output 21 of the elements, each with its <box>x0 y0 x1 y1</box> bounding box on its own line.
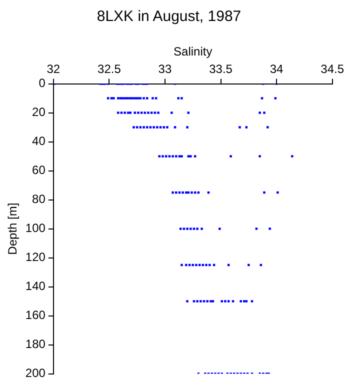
point <box>192 264 194 266</box>
x-tick-label: 34.5 <box>320 62 344 76</box>
x-tick-label: 33 <box>158 62 172 76</box>
x-tick-label: 32.5 <box>98 62 122 76</box>
y-tick-label: 140 <box>25 279 46 294</box>
y-tick-label: 0 <box>38 76 46 90</box>
y-tick-label: 120 <box>25 250 46 264</box>
y-tick-label: 180 <box>25 337 46 352</box>
x-tick-label: 33.5 <box>209 62 233 76</box>
y-axis-title: Depth [m] <box>6 202 20 255</box>
y-tick-label: 60 <box>32 163 46 178</box>
y-tick-label: 200 <box>25 366 46 380</box>
y-tick-label: 160 <box>25 308 46 322</box>
y-tick-label: 40 <box>32 134 46 148</box>
x-tick-label: 34 <box>270 62 284 76</box>
y-tick-label: 20 <box>32 105 46 120</box>
x-tick-label: 32 <box>46 62 60 76</box>
y-tick-label: 80 <box>32 192 46 206</box>
y-tick-label: 100 <box>25 221 46 236</box>
chart-title: 8LXK in August, 1987 <box>96 8 242 26</box>
x-axis-title: Salinity <box>174 44 212 59</box>
